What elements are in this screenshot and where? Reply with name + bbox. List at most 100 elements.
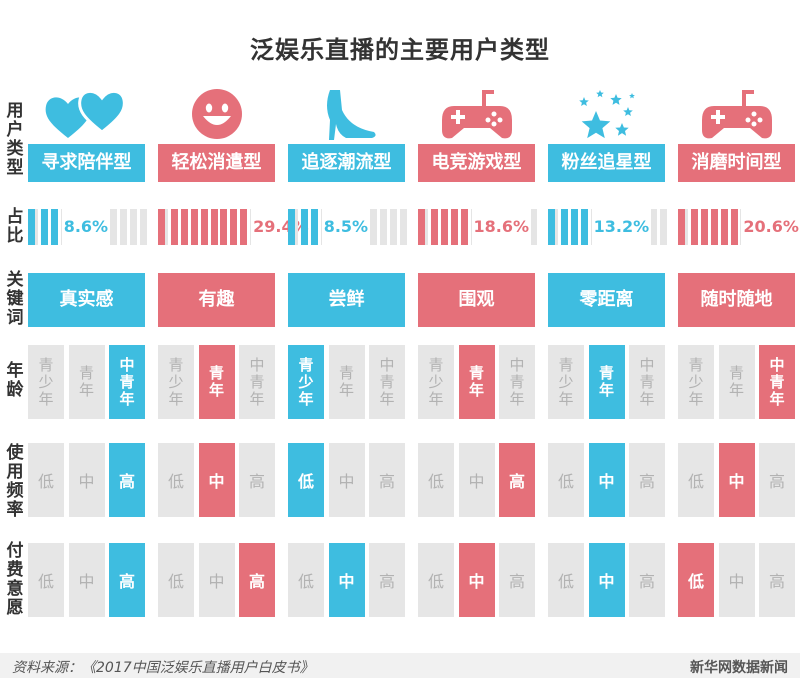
age-cell-text: 青少年	[558, 355, 574, 408]
hearts-icon	[28, 88, 145, 142]
user-type-label: 寻求陪伴型	[28, 144, 145, 182]
pay-cell: 低	[548, 543, 584, 617]
frequency-cell: 高	[239, 443, 275, 517]
keyword-label: 围观	[418, 273, 535, 327]
keyword-label: 真实感	[28, 273, 145, 327]
frequency-cell: 中	[718, 443, 755, 517]
share-bar-fill	[310, 209, 318, 245]
smiley-icon	[158, 88, 275, 142]
share-bar-fill	[210, 209, 218, 245]
age-cell-text: 青年	[208, 364, 224, 399]
pay-cell: 高	[369, 543, 405, 617]
share-bar-fill	[440, 209, 448, 245]
share-bar: 8.6%	[28, 209, 147, 245]
share-bar-fill	[158, 209, 165, 245]
age-cell-text: 青年	[728, 364, 744, 399]
share-bar-tick	[399, 209, 407, 245]
share-value-label: 18.6%	[471, 209, 532, 245]
pay-cell: 高	[759, 543, 795, 617]
frequency-cell: 高	[629, 443, 665, 517]
share-bar-fill	[560, 209, 568, 245]
share-bar-fill	[700, 209, 708, 245]
share-bar-fill	[690, 209, 698, 245]
pay-cell: 中	[68, 543, 105, 617]
share-bar-fill	[418, 209, 425, 245]
age-cell: 中青年	[109, 345, 145, 419]
share-bar-fill	[50, 209, 58, 245]
share-value-label: 8.5%	[321, 209, 371, 245]
age-cell: 青年	[718, 345, 755, 419]
pay-cell: 中	[328, 543, 365, 617]
share-bar: 13.2%	[548, 209, 667, 245]
share-bar-tick	[130, 209, 137, 245]
share-bar-fill	[300, 209, 308, 245]
share-bar: 20.6%	[678, 209, 800, 245]
share-bar-tick	[380, 209, 388, 245]
age-cell-text: 中青年	[639, 355, 655, 408]
row-label-frequency: 使用频率	[6, 443, 24, 520]
share-bar-fill	[180, 209, 188, 245]
share-bar-fill	[710, 209, 718, 245]
pay-cell: 高	[239, 543, 275, 617]
share-bar-fill	[678, 209, 685, 245]
age-cell-text: 中青年	[119, 355, 135, 408]
share-bar-fill	[190, 209, 198, 245]
age-cell-text: 中青年	[249, 355, 265, 408]
share-value-label: 13.2%	[591, 209, 652, 245]
row-label-user-type: 用户类型	[6, 101, 24, 178]
share-bar-tick	[659, 209, 667, 245]
pay-cell: 高	[109, 543, 145, 617]
frequency-cell: 高	[109, 443, 145, 517]
pay-cell: 低	[28, 543, 64, 617]
row-label-share: 占比	[6, 207, 24, 246]
user-type-label: 轻松消遣型	[158, 144, 275, 182]
share-bar-tick	[370, 209, 378, 245]
pay-cell: 中	[588, 543, 625, 617]
share-value-label: 8.6%	[61, 209, 111, 245]
keyword-label: 有趣	[158, 273, 275, 327]
share-bar-tick	[139, 209, 147, 245]
share-bar-fill	[730, 209, 738, 245]
share-bar-tick	[390, 209, 397, 245]
frequency-cell: 中	[458, 443, 495, 517]
pay-cell: 低	[678, 543, 714, 617]
gamepad-icon	[678, 88, 795, 142]
age-cell-text: 青年	[78, 364, 94, 399]
age-cell-text: 中青年	[509, 355, 525, 408]
frequency-cell: 高	[499, 443, 535, 517]
pay-cell: 中	[458, 543, 495, 617]
keyword-label: 随时随地	[678, 273, 795, 327]
share-bar-fill	[288, 209, 295, 245]
age-cell: 青年	[588, 345, 625, 419]
user-type-label: 电竞游戏型	[418, 144, 535, 182]
pay-cell: 低	[418, 543, 454, 617]
age-cell: 青少年	[548, 345, 584, 419]
share-bar-fill	[460, 209, 468, 245]
share-bar-fill	[548, 209, 555, 245]
age-cell: 青少年	[158, 345, 194, 419]
keyword-label: 尝鲜	[288, 273, 405, 327]
age-cell-text: 青年	[338, 364, 354, 399]
frequency-cell: 低	[288, 443, 324, 517]
frequency-cell: 低	[418, 443, 454, 517]
share-bar: 8.5%	[288, 209, 407, 245]
row-label-keyword: 关键词	[6, 270, 24, 328]
age-cell-text: 青少年	[168, 355, 184, 408]
frequency-cell: 中	[588, 443, 625, 517]
share-bar-fill	[240, 209, 248, 245]
age-cell: 中青年	[369, 345, 405, 419]
age-cell: 青少年	[28, 345, 64, 419]
share-value-label: 20.6%	[741, 209, 800, 245]
pay-cell: 中	[718, 543, 755, 617]
share-bar-fill	[720, 209, 728, 245]
age-cell-text: 青少年	[688, 355, 704, 408]
age-cell: 青年	[68, 345, 105, 419]
frequency-cell: 中	[68, 443, 105, 517]
share-bar-tick	[110, 209, 118, 245]
share-bar-fill	[580, 209, 588, 245]
share-bar-fill	[220, 209, 228, 245]
frequency-cell: 中	[198, 443, 235, 517]
age-cell: 中青年	[239, 345, 275, 419]
stars-icon	[548, 88, 665, 142]
row-label-age: 年龄	[6, 361, 24, 400]
